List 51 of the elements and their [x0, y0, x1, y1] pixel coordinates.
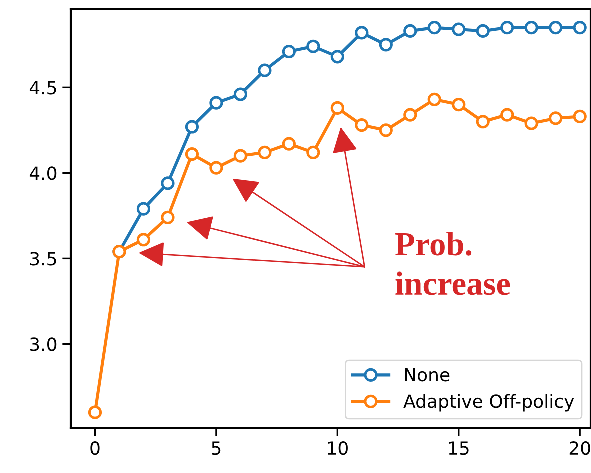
point [258, 146, 272, 160]
point [573, 110, 587, 124]
x-tick-label: 15 [449, 442, 469, 456]
y-tick-label: 4.5 [30, 81, 56, 95]
point [306, 40, 320, 54]
point [306, 146, 320, 160]
point [330, 50, 344, 64]
point [428, 21, 442, 35]
x-tick-label: 10 [328, 442, 348, 456]
point [452, 98, 466, 112]
point [161, 210, 175, 224]
point [161, 176, 175, 190]
y-tick-label: 3.0 [30, 338, 57, 352]
point [524, 21, 538, 35]
legend-label: Adaptive Off-policy [404, 394, 574, 412]
point [549, 112, 563, 126]
x-tick-label: 0 [90, 442, 100, 456]
y-tick-label: 4.0 [30, 166, 57, 180]
point [524, 116, 538, 130]
point [136, 202, 151, 216]
y-tick-label: 3.5 [30, 252, 56, 266]
legend-label: None [405, 368, 450, 382]
point [355, 26, 369, 40]
point [330, 101, 344, 115]
point [476, 115, 490, 129]
point [136, 233, 151, 247]
point [258, 64, 272, 78]
point [379, 38, 393, 52]
point [428, 92, 442, 106]
point [185, 148, 200, 162]
x-tick-label: 5 [212, 442, 221, 456]
point [355, 118, 369, 132]
point [573, 21, 587, 35]
point [404, 24, 418, 38]
point [282, 137, 296, 151]
point [549, 21, 563, 35]
point [88, 406, 102, 420]
point [210, 161, 224, 175]
point [185, 120, 200, 134]
point [234, 88, 248, 102]
point [404, 108, 418, 122]
point [500, 108, 514, 122]
point [452, 22, 466, 36]
point [379, 124, 393, 138]
point [476, 24, 490, 38]
annotation: Prob. increase [396, 232, 510, 296]
point [210, 96, 224, 110]
x-tick-label: 20 [570, 442, 590, 456]
point [234, 149, 248, 163]
point [282, 44, 296, 59]
point [500, 21, 514, 35]
